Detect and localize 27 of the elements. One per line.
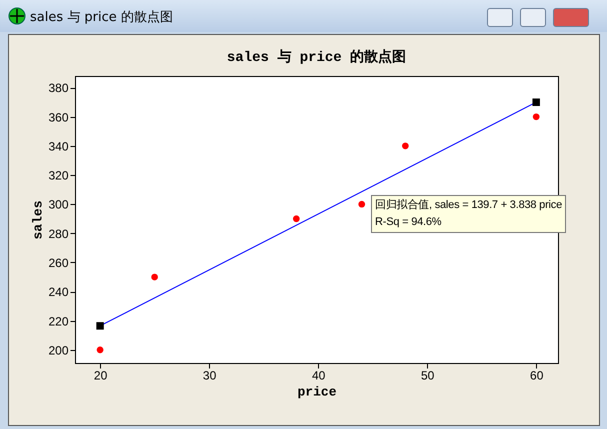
- y-tick-label: 280: [48, 226, 69, 241]
- point: [96, 346, 104, 354]
- chart-title: sales 与 price 的散点图: [226, 49, 406, 66]
- y-tick-label: 260: [48, 256, 69, 270]
- point: [292, 215, 300, 222]
- x-axis-title: price: [297, 384, 337, 400]
- point: [358, 200, 366, 208]
- y-tick-label: 340: [48, 139, 69, 154]
- x-tick-label: 30: [202, 368, 217, 382]
- x-tick-label: 50: [420, 368, 435, 382]
- annotation: R-Sq = 94.6%: [375, 215, 442, 230]
- y-tick-label: 320: [48, 168, 69, 183]
- point: [151, 274, 158, 280]
- y-tick-label: 380: [48, 81, 69, 96]
- chart-title: sales 与 price 的散点图: [30, 10, 173, 25]
- point: [402, 142, 409, 150]
- y-tick-label: 360: [48, 110, 69, 124]
- y-tick-label: 240: [48, 285, 69, 300]
- x-tick-label: 60: [530, 368, 544, 382]
- y-axis-title: sales: [30, 200, 46, 240]
- x-tick-label: 40: [312, 368, 326, 382]
- y-tick-label: 220: [48, 314, 69, 328]
- y-tick-label: 200: [48, 343, 69, 358]
- point: [532, 113, 540, 120]
- y-tick-label: 300: [48, 198, 69, 212]
- x-tick-label: 20: [94, 368, 108, 382]
- annotation: 回归拟合值, sales = 139.7 + 3.838 price: [375, 198, 562, 213]
